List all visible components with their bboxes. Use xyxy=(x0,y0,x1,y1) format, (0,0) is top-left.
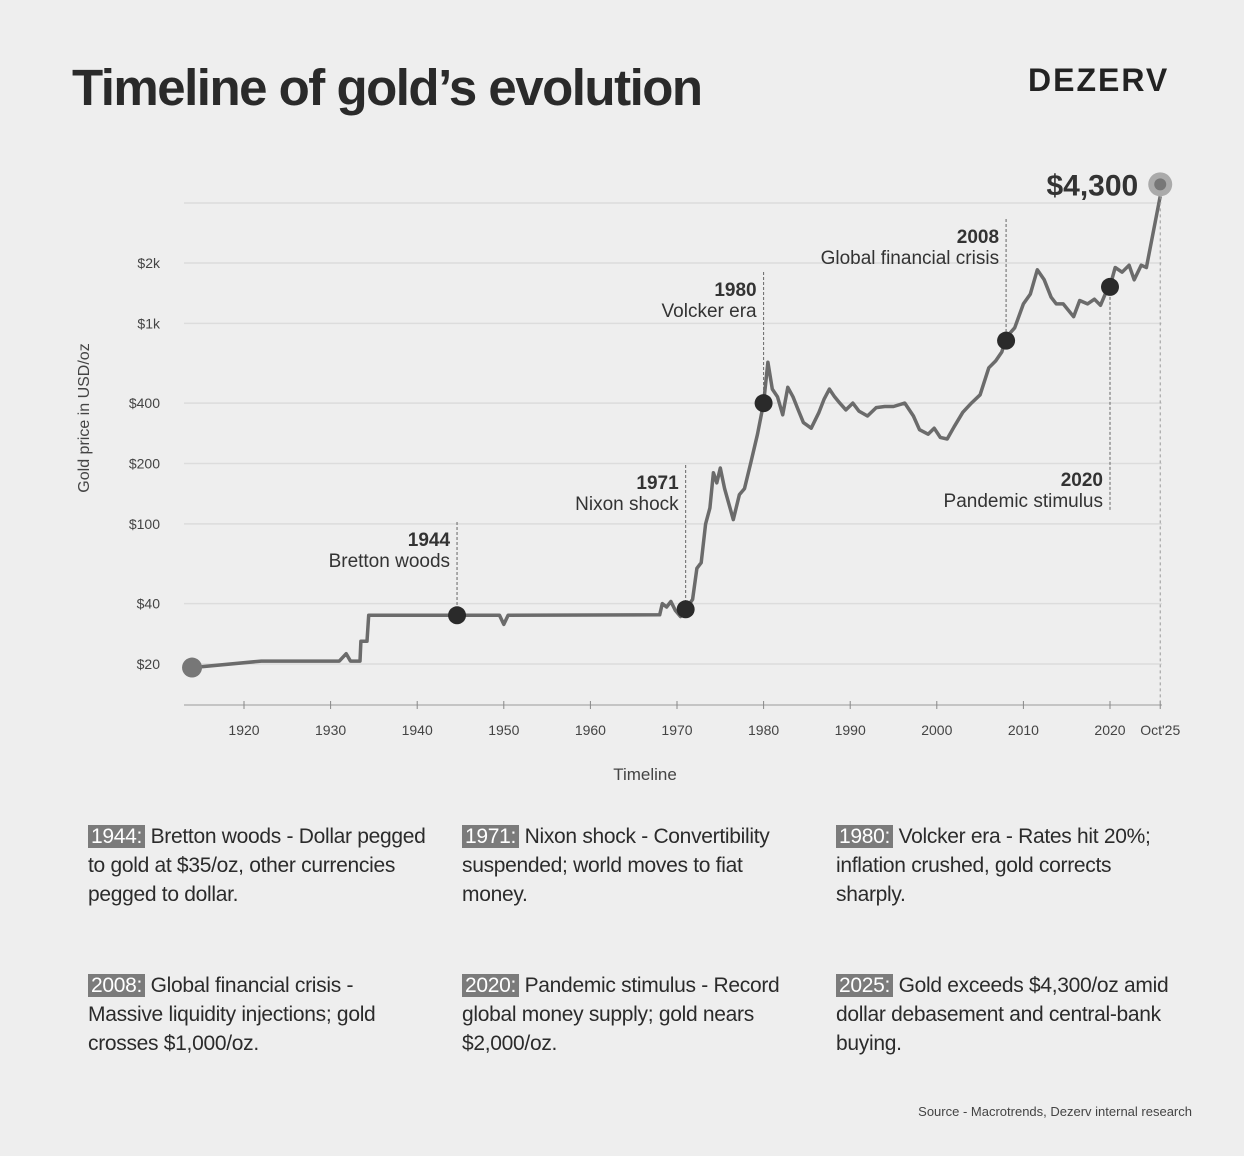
end-point xyxy=(1154,178,1167,191)
x-tick-label: 1940 xyxy=(402,722,433,738)
x-axis-title: Timeline xyxy=(613,765,677,784)
dezerv-logo: DEZERV xyxy=(1028,62,1170,98)
event-name-label: Volcker era xyxy=(662,301,757,322)
x-tick-label: 1960 xyxy=(575,722,606,738)
note-1944: 1944: Bretton woods - Dollar pegged to g… xyxy=(88,822,428,909)
y-tick-label: $200 xyxy=(129,456,160,472)
event-year-label: 2020 xyxy=(1061,470,1103,491)
x-tick-label: 1950 xyxy=(488,722,519,738)
event-marker xyxy=(448,606,467,625)
y-tick-label: $2k xyxy=(137,255,161,271)
event-marker xyxy=(997,331,1016,350)
event-year-label: 1944 xyxy=(408,530,451,551)
price-line xyxy=(191,195,1162,670)
note-text: Bretton woods - Dollar pegged to gold at… xyxy=(88,825,426,906)
note-tag: 1944: xyxy=(88,825,146,848)
note-1971: 1971: Nixon shock - Convertibility suspe… xyxy=(462,822,802,909)
note-tag: 2008: xyxy=(88,974,146,997)
note-1980: 1980: Volcker era - Rates hit 20%; infla… xyxy=(836,822,1176,909)
event-marker xyxy=(1101,277,1119,296)
y-axis-title: Gold price in USD/oz xyxy=(76,343,93,493)
note-text: Global financial crisis - Massive liquid… xyxy=(88,974,376,1055)
end-value-label: $4,300 xyxy=(1046,169,1138,202)
x-tick-label: 1930 xyxy=(315,722,346,738)
note-2008: 2008: Global financial crisis - Massive … xyxy=(88,971,428,1058)
y-tick-label: $100 xyxy=(129,516,160,532)
note-2025: 2025: Gold exceeds $4,300/oz amid dollar… xyxy=(836,971,1176,1058)
event-marker xyxy=(754,394,773,413)
x-tick-label: Oct'25 xyxy=(1140,722,1180,738)
chart-title: Timeline of gold’s evolution xyxy=(72,59,703,116)
event-name-label: Global financial crisis xyxy=(821,248,999,269)
note-text: Pandemic stimulus - Record global money … xyxy=(462,974,780,1055)
x-tick-label: 2000 xyxy=(921,722,952,738)
y-tick-label: $400 xyxy=(129,395,160,411)
note-tag: 2020: xyxy=(462,974,520,997)
event-year-label: 1971 xyxy=(636,473,679,494)
y-tick-label: $40 xyxy=(137,596,161,612)
event-name-label: Nixon shock xyxy=(575,494,679,515)
source-note: Source - Macrotrends, Dezerv internal re… xyxy=(918,1104,1192,1119)
x-tick-label: 1990 xyxy=(835,722,866,738)
event-name-label: Bretton woods xyxy=(329,551,450,572)
y-tick-label: $1k xyxy=(137,315,161,331)
event-year-label: 2008 xyxy=(957,227,999,248)
note-text: Gold exceeds $4,300/oz amid dollar debas… xyxy=(836,974,1169,1055)
note-text: Volcker era - Rates hit 20%; inflation c… xyxy=(836,825,1151,906)
y-tick-label: $20 xyxy=(137,656,161,672)
start-point xyxy=(182,657,203,678)
note-tag: 1971: xyxy=(462,825,520,848)
x-tick-label: 1920 xyxy=(228,722,259,738)
event-marker xyxy=(676,600,695,619)
event-name-label: Pandemic stimulus xyxy=(944,491,1103,512)
event-year-label: 1980 xyxy=(714,280,756,301)
x-tick-label: 1980 xyxy=(748,722,779,738)
x-tick-label: 1970 xyxy=(661,722,692,738)
note-tag: 2025: xyxy=(836,974,894,997)
x-tick-label: 2020 xyxy=(1094,722,1125,738)
x-tick-label: 2010 xyxy=(1008,722,1039,738)
note-tag: 1980: xyxy=(836,825,894,848)
note-text: Nixon shock - Convertibility suspended; … xyxy=(462,825,770,906)
note-2020: 2020: Pandemic stimulus - Record global … xyxy=(462,971,802,1058)
